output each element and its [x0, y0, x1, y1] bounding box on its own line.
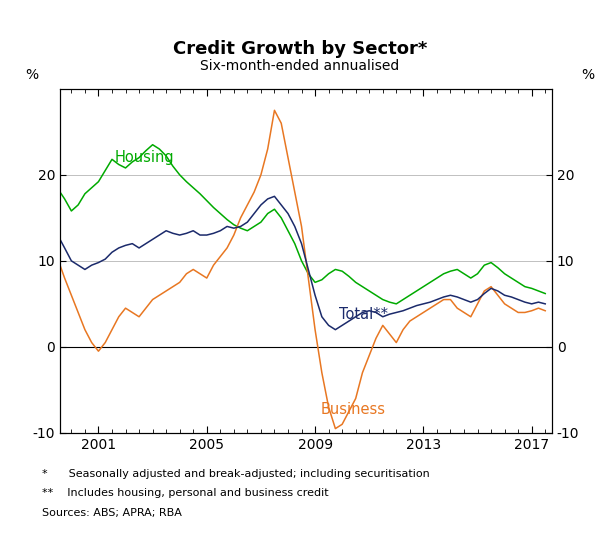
- Text: **    Includes housing, personal and business credit: ** Includes housing, personal and busine…: [42, 488, 329, 498]
- Text: Business: Business: [320, 402, 385, 417]
- Text: %: %: [581, 68, 595, 82]
- Text: Total**: Total**: [340, 307, 388, 322]
- Text: *      Seasonally adjusted and break-adjusted; including securitisation: * Seasonally adjusted and break-adjusted…: [42, 469, 430, 479]
- Text: Credit Growth by Sector*: Credit Growth by Sector*: [173, 41, 427, 58]
- Text: Six-month-ended annualised: Six-month-ended annualised: [200, 59, 400, 73]
- Text: Housing: Housing: [115, 150, 175, 165]
- Text: Sources: ABS; APRA; RBA: Sources: ABS; APRA; RBA: [42, 508, 182, 518]
- Text: %: %: [26, 68, 38, 82]
